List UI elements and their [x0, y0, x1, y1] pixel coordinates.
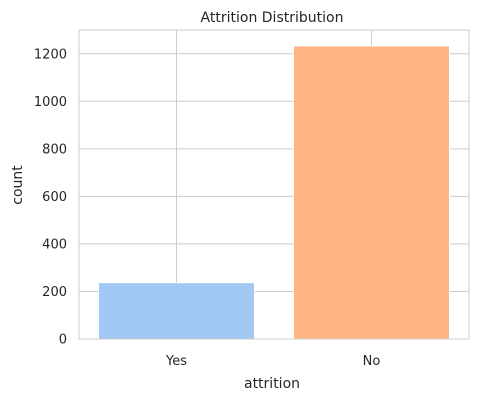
chart-title: Attrition Distribution [201, 10, 344, 26]
y-axis-label: count [10, 165, 26, 205]
y-tick-label: 600 [42, 190, 67, 205]
y-tick-label: 0 [59, 333, 67, 348]
x-tick-label-yes: Yes [165, 354, 187, 369]
x-axis-label: attrition [244, 376, 300, 392]
y-tick-label: 1000 [34, 95, 67, 110]
y-tick-label: 1200 [34, 47, 67, 62]
x-tick-label-no: No [363, 354, 381, 369]
y-tick-label: 800 [42, 142, 67, 157]
y-tick-label: 400 [42, 237, 67, 252]
bars [98, 45, 450, 340]
bar-no [293, 45, 450, 340]
x-tick-labels: Yes No [165, 354, 380, 369]
bar-yes [98, 282, 255, 340]
plot-frame [78, 29, 470, 340]
y-tick-label: 200 [42, 285, 67, 300]
y-tick-labels: 0 200 400 600 800 1000 1200 [34, 47, 67, 347]
